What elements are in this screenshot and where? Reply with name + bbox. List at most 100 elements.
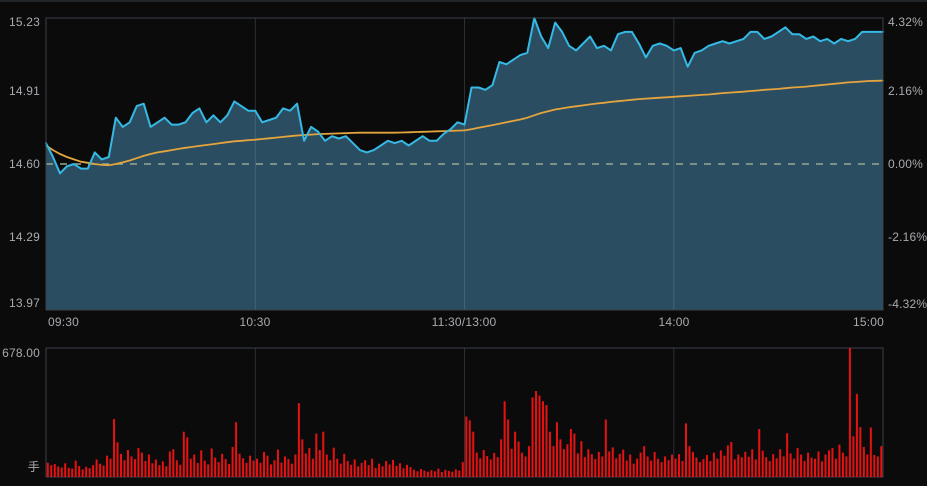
volume-bar: [489, 459, 492, 477]
price-area-fill: [46, 18, 883, 310]
volume-bar: [203, 460, 206, 477]
volume-bar: [262, 451, 266, 477]
volume-bar: [604, 419, 607, 477]
volume-bar: [451, 471, 454, 477]
volume-bar: [810, 457, 813, 477]
volume-bar: [109, 458, 112, 477]
volume-bar: [269, 464, 272, 477]
volume-bar: [301, 439, 304, 477]
volume-bar: [793, 458, 796, 477]
volume-bar: [329, 460, 332, 477]
volume-bar: [716, 458, 719, 477]
volume-bar: [486, 456, 489, 477]
volume-bar: [179, 464, 182, 477]
volume-bar: [653, 451, 656, 477]
volume-bar: [158, 465, 161, 477]
volume-bar: [458, 470, 461, 477]
volume-bar: [200, 450, 203, 477]
volume-bar: [678, 454, 681, 477]
volume-bar: [99, 463, 102, 477]
volume-bar: [862, 446, 865, 477]
volume-bar: [740, 457, 743, 477]
volume-bar: [782, 456, 785, 477]
volume-bar: [562, 449, 565, 477]
volume-bar: [350, 464, 353, 477]
volume-bar: [569, 429, 572, 477]
volume-bar: [479, 458, 482, 477]
volume-bar: [447, 470, 450, 477]
volume-bar: [405, 464, 408, 477]
volume-bar: [751, 449, 754, 477]
volume-bar: [545, 405, 548, 477]
volume-bar: [524, 456, 527, 477]
volume-bar: [702, 459, 705, 477]
volume-bar: [531, 397, 534, 477]
volume-bar: [182, 431, 185, 477]
volume-bar: [297, 403, 300, 477]
volume-bar: [343, 453, 346, 477]
volume-bar: [475, 452, 478, 477]
volume-bar: [74, 460, 77, 477]
volume-bar: [221, 453, 224, 477]
volume-bar: [67, 467, 70, 477]
volume-bar: [657, 458, 660, 477]
time-axis-label: 10:30: [239, 315, 271, 329]
volume-bars: [46, 348, 883, 477]
volume-bar: [433, 471, 436, 477]
volume-bar: [60, 467, 63, 477]
volume-bar: [353, 459, 356, 477]
volume-bar: [224, 459, 227, 477]
volume-bar: [859, 427, 862, 477]
volume-bar: [186, 437, 189, 477]
volume-bar: [597, 451, 600, 477]
volume-bar: [388, 464, 391, 477]
volume-bar: [283, 456, 286, 477]
volume-bar: [249, 455, 252, 477]
volume-bar: [440, 472, 443, 477]
volume-bar: [507, 419, 510, 477]
volume-bar: [161, 461, 164, 477]
volume-bar: [573, 433, 576, 477]
volume-bar: [130, 456, 133, 477]
volume-bar: [53, 464, 56, 477]
volume-bar: [514, 431, 517, 477]
volume-bar: [364, 460, 367, 477]
volume-bar: [667, 460, 670, 477]
volume-bar: [430, 470, 433, 477]
volume-bar: [803, 461, 806, 477]
volume-bar: [168, 451, 171, 477]
volume-bar: [671, 454, 674, 477]
volume-bar: [521, 452, 524, 477]
volume-bar: [807, 452, 810, 477]
volume-bar: [339, 463, 342, 477]
volume-bar: [548, 431, 551, 477]
volume-bar: [409, 467, 412, 477]
volume-bar: [848, 348, 851, 477]
volume-bar: [88, 468, 91, 477]
volume-bar: [412, 469, 415, 477]
volume-bar: [594, 459, 597, 477]
volume-bar: [761, 450, 764, 477]
time-axis-label: 14:00: [658, 315, 690, 329]
volume-bar: [869, 427, 872, 477]
price-axis-label: 14.60: [8, 157, 40, 171]
volume-bar: [880, 446, 883, 477]
volume-bar: [332, 447, 335, 477]
volume-bar: [133, 459, 136, 477]
volume-bar: [426, 471, 429, 477]
volume-bar: [580, 441, 583, 477]
volume-bar: [503, 401, 506, 477]
volume-bar: [786, 433, 789, 477]
volume-bar: [85, 466, 88, 477]
volume-bar: [315, 433, 318, 477]
volume-bar: [423, 470, 426, 477]
volume-bar: [688, 446, 691, 477]
volume-bar: [137, 448, 140, 477]
volume-bar: [231, 446, 234, 477]
volume-bar: [144, 461, 147, 477]
volume-bar: [744, 451, 747, 477]
volume-bar: [374, 467, 377, 477]
volume-bar: [814, 458, 817, 477]
volume-bar: [120, 453, 123, 477]
